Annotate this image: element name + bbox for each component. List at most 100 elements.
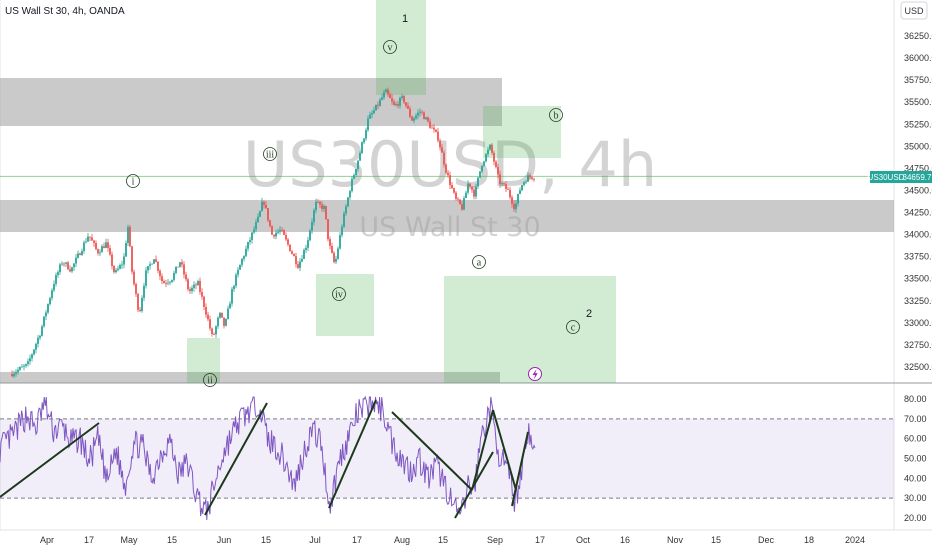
candle-body bbox=[129, 226, 131, 247]
candle-body bbox=[291, 251, 293, 254]
candle-body bbox=[503, 183, 505, 185]
candle-body bbox=[65, 262, 67, 264]
candle-body bbox=[147, 266, 149, 271]
candle-body bbox=[531, 177, 533, 179]
candle-body bbox=[155, 259, 157, 262]
candle-body bbox=[209, 319, 211, 329]
trendline-5 bbox=[471, 409, 494, 491]
candle-body bbox=[299, 261, 301, 268]
candle-body bbox=[467, 183, 469, 193]
candle-body bbox=[289, 244, 291, 252]
candle-body bbox=[369, 114, 371, 119]
candle-body bbox=[523, 182, 525, 186]
svg-text:c: c bbox=[571, 323, 576, 334]
rsi-line bbox=[0, 395, 536, 521]
candle-body bbox=[519, 190, 521, 194]
currency-selector[interactable]: USD bbox=[900, 1, 928, 20]
candle-body bbox=[239, 264, 241, 270]
svg-text:iv: iv bbox=[335, 290, 343, 301]
candle-body bbox=[361, 142, 363, 154]
candle-body bbox=[251, 232, 253, 241]
candle-body bbox=[461, 204, 463, 210]
candle-body bbox=[175, 266, 177, 273]
candle-body bbox=[195, 284, 197, 286]
candle-body bbox=[341, 226, 343, 236]
candle-body bbox=[435, 129, 437, 132]
candle-body bbox=[445, 164, 447, 173]
candle-body bbox=[337, 248, 339, 259]
time-tick: Nov bbox=[667, 535, 684, 545]
candle-body bbox=[421, 111, 423, 113]
candle-body bbox=[407, 105, 409, 109]
candle-body bbox=[285, 234, 287, 240]
svg-text:v: v bbox=[388, 43, 393, 54]
candle-body bbox=[325, 205, 327, 220]
candle-body bbox=[191, 287, 193, 292]
time-tick: Aug bbox=[394, 535, 410, 545]
candle-body bbox=[133, 271, 135, 285]
candle-body bbox=[187, 279, 189, 290]
wave-label-iii: iii bbox=[263, 147, 277, 161]
candle-body bbox=[121, 264, 123, 266]
candle-body bbox=[363, 138, 365, 143]
wave-label-2: 2 bbox=[586, 308, 592, 320]
candle-body bbox=[279, 229, 281, 232]
rsi-axis[interactable]: 80.00 70.00 60.00 50.00 40.00 30.00 20.00 bbox=[904, 394, 927, 523]
candle-body bbox=[107, 242, 109, 248]
rsi-tick: 30.00 bbox=[904, 493, 927, 503]
candle-body bbox=[323, 205, 325, 209]
candle-body bbox=[451, 185, 453, 189]
candle-body bbox=[439, 140, 441, 148]
candle-body bbox=[471, 186, 473, 190]
candle-body bbox=[305, 247, 307, 250]
candle-body bbox=[33, 349, 35, 355]
candle-body bbox=[351, 178, 353, 192]
event-lightning-icon[interactable] bbox=[528, 367, 542, 381]
price-axis[interactable]: 36250.0 36000.0 35750.0 35500.0 35250.0 35000… bbox=[904, 31, 932, 372]
time-tick: 17 bbox=[352, 535, 362, 545]
candle-body bbox=[235, 274, 237, 286]
candle-body bbox=[513, 203, 515, 210]
candle-body bbox=[385, 89, 387, 93]
candle-body bbox=[491, 144, 493, 153]
candle-body bbox=[441, 147, 443, 153]
time-axis[interactable]: Apr 17 May 15 Jun 15 Jul 17 Aug 15 Sep 17 Oct 16 Nov 15… bbox=[40, 535, 865, 545]
candle-body bbox=[355, 169, 357, 175]
candle-body bbox=[211, 328, 213, 334]
candle-body bbox=[185, 274, 187, 280]
price-tag-bg bbox=[902, 171, 932, 183]
candle-body bbox=[411, 116, 413, 121]
svg-text:a: a bbox=[477, 258, 482, 269]
price-tick: 34500.0 bbox=[904, 185, 932, 195]
candle-body bbox=[181, 262, 183, 265]
candle-body bbox=[527, 175, 529, 182]
candle-body bbox=[489, 144, 491, 150]
candles bbox=[11, 87, 535, 379]
candle-body bbox=[443, 152, 445, 165]
price-tick: 36000.0 bbox=[904, 53, 932, 63]
candle-body bbox=[85, 241, 87, 243]
time-tick: 2024 bbox=[845, 535, 865, 545]
support-zone-mid bbox=[0, 200, 894, 232]
candle-body bbox=[295, 256, 297, 265]
candle-body bbox=[507, 189, 509, 190]
candle-body bbox=[103, 246, 105, 248]
candle-body bbox=[245, 248, 247, 257]
candle-body bbox=[269, 220, 271, 227]
candle-body bbox=[249, 240, 251, 242]
candle-body bbox=[431, 127, 433, 129]
rsi-tick: 20.00 bbox=[904, 513, 927, 523]
candle-body bbox=[21, 366, 23, 368]
rsi-tick: 50.00 bbox=[904, 454, 927, 464]
candle-body bbox=[101, 246, 103, 253]
candle-body bbox=[197, 281, 199, 286]
price-tick: 33250.0 bbox=[904, 296, 932, 306]
candle-body bbox=[167, 282, 169, 284]
candle-body bbox=[119, 265, 121, 269]
wave-label-a: a bbox=[472, 255, 486, 269]
rsi-tick: 40.00 bbox=[904, 473, 927, 483]
candle-body bbox=[203, 296, 205, 308]
candle-body bbox=[241, 258, 243, 265]
candle-body bbox=[199, 281, 201, 293]
candle-body bbox=[143, 285, 145, 298]
